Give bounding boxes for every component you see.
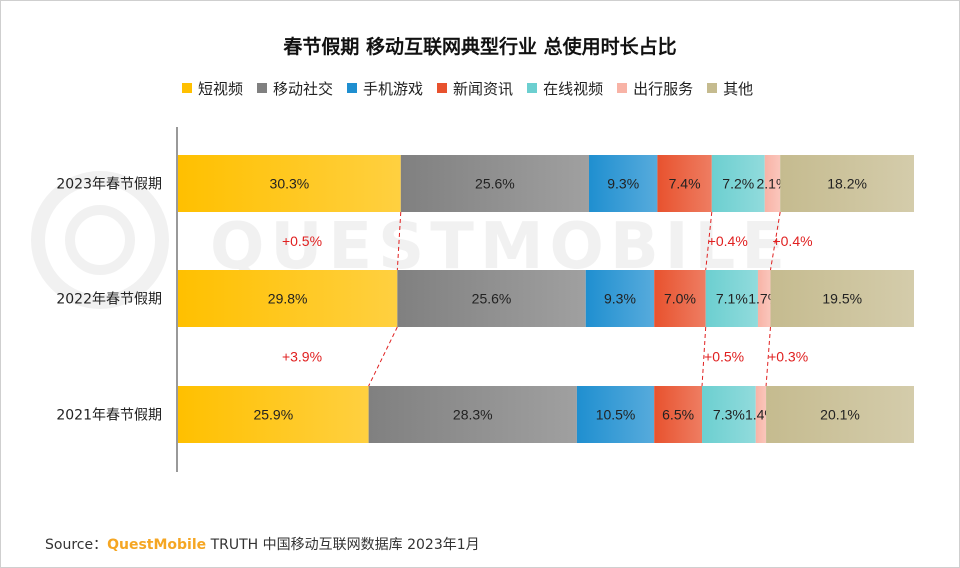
- change-connector: [765, 326, 771, 387]
- data-label: 7.3%: [713, 407, 745, 423]
- bar-segment: [178, 270, 398, 327]
- legend-label: 出行服务: [633, 79, 694, 98]
- data-label: 18.2%: [827, 176, 867, 192]
- data-label: 25.6%: [472, 291, 512, 307]
- change-connector: [701, 326, 707, 387]
- change-connector: [368, 326, 398, 387]
- legend-label: 短视频: [198, 79, 244, 98]
- source-note: Source：QuestMobile TRUTH 中国移动互联网数据库 2023…: [45, 534, 480, 554]
- bar-segment: [770, 270, 914, 327]
- legend-item: 手机游戏: [347, 78, 423, 99]
- data-label: 7.1%: [716, 291, 748, 307]
- bar-segment: [711, 155, 765, 212]
- bar-segment: [654, 270, 706, 327]
- bar-segment: [764, 155, 781, 212]
- legend-item: 在线视频: [527, 78, 603, 99]
- bar-segment: [178, 155, 401, 212]
- bar-segment: [780, 155, 914, 212]
- change-label: +0.3%: [768, 349, 808, 365]
- legend-swatch: [257, 83, 268, 93]
- bar-segment: [576, 386, 655, 443]
- data-label: 25.9%: [253, 407, 293, 423]
- category-label: 2023年春节假期: [56, 177, 162, 193]
- data-label: 30.3%: [270, 176, 310, 192]
- chart-title: 春节假期 移动互联网典型行业 总使用时长占比: [283, 36, 677, 58]
- legend-item: 出行服务: [617, 78, 693, 99]
- bar-segment: [397, 270, 586, 327]
- bar-segment: [702, 386, 756, 443]
- source-prefix: Source：: [45, 537, 108, 553]
- bar-segment: [178, 386, 369, 443]
- change-connector: [705, 211, 713, 271]
- category-label: 2021年春节假期: [56, 408, 162, 424]
- data-label: 7.2%: [722, 176, 754, 192]
- source-suffix: TRUTH 中国移动互联网数据库 2023年1月: [206, 537, 480, 553]
- change-label: +3.9%: [282, 349, 322, 365]
- bar-segment: [657, 155, 712, 212]
- change-label: +0.4%: [772, 233, 812, 249]
- change-connector: [769, 211, 781, 271]
- data-label: 7.4%: [669, 176, 701, 192]
- data-label: 6.5%: [662, 407, 694, 423]
- data-label: 29.8%: [268, 291, 308, 307]
- legend-label: 新闻资讯: [453, 79, 514, 98]
- legend-item: 其他: [707, 78, 753, 99]
- bar-segment: [585, 270, 655, 327]
- bar-segment: [705, 270, 758, 327]
- change-label: +0.4%: [708, 233, 748, 249]
- data-label: 9.3%: [607, 176, 639, 192]
- legend-label: 移动社交: [273, 79, 334, 98]
- bar-segment: [654, 386, 703, 443]
- legend-swatch: [182, 83, 192, 93]
- legend-label: 手机游戏: [363, 79, 424, 98]
- bar-segment: [368, 386, 577, 443]
- legend-swatch: [347, 83, 358, 93]
- data-label: 10.5%: [596, 407, 636, 423]
- bar-segment: [757, 270, 771, 327]
- legend-item: 移动社交: [257, 78, 333, 99]
- source-brand: QuestMobile: [107, 537, 207, 553]
- bar-segment: [766, 386, 914, 443]
- legend-swatch: [617, 83, 628, 93]
- data-label: 9.3%: [604, 291, 636, 307]
- category-label: 2022年春节假期: [56, 292, 162, 308]
- legend-label: 其他: [723, 79, 754, 98]
- legend-swatch: [707, 83, 718, 93]
- bar-segment: [589, 155, 658, 212]
- legend-item: 新闻资讯: [437, 78, 513, 99]
- change-label: +0.5%: [704, 349, 744, 365]
- legend-swatch: [527, 83, 538, 93]
- change-label: +0.5%: [282, 233, 322, 249]
- legend-label: 在线视频: [543, 79, 604, 98]
- data-label: 25.6%: [475, 176, 515, 192]
- chart-legend: 短视频 移动社交 手机游戏 新闻资讯 在线视频 出行服务 其他: [182, 77, 753, 99]
- legend-swatch: [437, 83, 448, 93]
- legend-item: 短视频: [182, 78, 243, 99]
- data-label: 7.0%: [664, 291, 696, 307]
- data-label: 20.1%: [820, 407, 860, 423]
- data-label: 19.5%: [822, 291, 862, 307]
- data-label: 28.3%: [453, 407, 493, 423]
- bar-segment: [755, 386, 767, 443]
- change-connector: [396, 211, 402, 271]
- bar-segment: [400, 155, 590, 212]
